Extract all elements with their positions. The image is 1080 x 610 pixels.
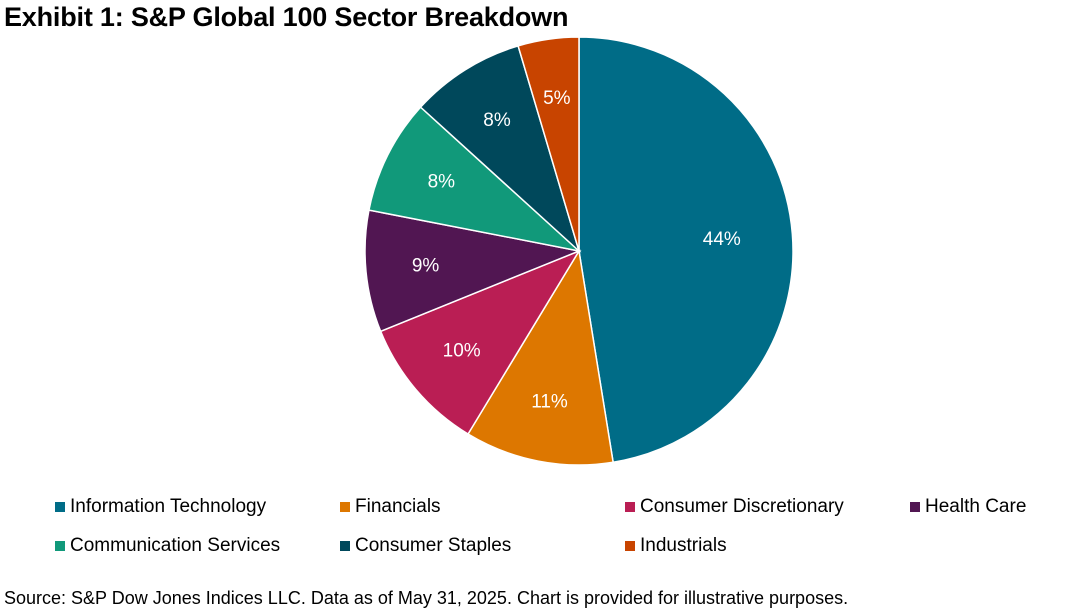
legend-label: Financials <box>355 496 441 517</box>
legend-swatch <box>910 502 920 512</box>
legend-label: Consumer Staples <box>355 535 512 556</box>
legend-label: Health Care <box>925 496 1027 517</box>
legend-swatch <box>55 502 65 512</box>
legend-item-communication-services: Communication Services <box>55 535 340 557</box>
pie-slice-consumer-staples <box>419 44 581 254</box>
pie-slice-communication-services <box>368 106 582 253</box>
legend-swatch <box>625 541 635 551</box>
pie-slice-health-care <box>364 209 582 333</box>
legend-item-health-care: Health Care <box>910 496 1060 518</box>
legend-item-financials: Financials <box>340 496 625 518</box>
slice-label: 44% <box>703 229 741 250</box>
legend-item-information-technology: Information Technology <box>55 496 340 518</box>
legend-label: Industrials <box>640 535 727 556</box>
slice-label: 11% <box>531 392 568 413</box>
pie-slice-information-technology <box>578 36 794 464</box>
chart-title: Exhibit 1: S&P Global 100 Sector Breakdo… <box>4 2 569 32</box>
pie-slice-consumer-discretionary <box>379 249 581 436</box>
pie-slice-industrials <box>517 36 580 252</box>
source-note: Source: S&P Dow Jones Indices LLC. Data … <box>4 588 849 608</box>
legend-item-consumer-staples: Consumer Staples <box>340 535 625 557</box>
legend-item-industrials: Industrials <box>625 535 910 557</box>
slice-label: 9% <box>412 255 440 276</box>
slice-label: 8% <box>428 171 456 192</box>
slice-label: 8% <box>483 110 511 131</box>
legend-swatch <box>55 541 65 551</box>
legend-label: Communication Services <box>70 535 281 556</box>
legend-swatch <box>340 502 350 512</box>
pie-chart: 44% 11% 10% 9% 8% 8% 5% <box>364 36 794 466</box>
legend-swatch <box>625 502 635 512</box>
pie-slice-financials <box>467 248 615 466</box>
slice-label: 10% <box>443 340 481 361</box>
chart-legend: Information Technology Financials Consum… <box>55 496 1065 557</box>
legend-swatch <box>340 541 350 551</box>
slice-label: 5% <box>543 88 571 109</box>
legend-label: Consumer Discretionary <box>640 496 844 517</box>
legend-label: Information Technology <box>70 496 267 517</box>
legend-item-consumer-discretionary: Consumer Discretionary <box>625 496 910 518</box>
